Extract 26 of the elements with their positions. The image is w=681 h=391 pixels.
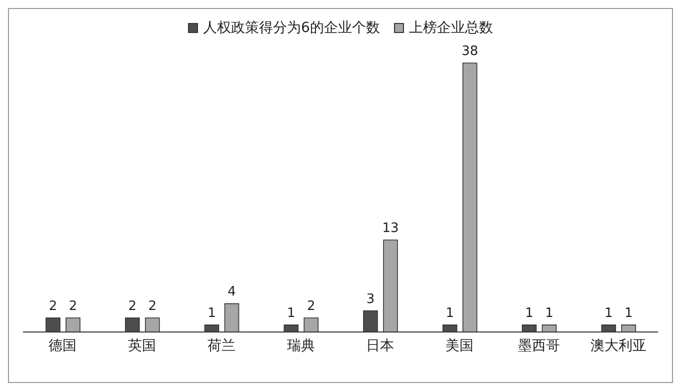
data-label: 3: [366, 292, 375, 307]
data-label: 1: [208, 306, 216, 321]
x-tick-label: 美国: [446, 338, 474, 354]
data-label: 2: [68, 298, 78, 314]
x-tick-label: 瑞典: [286, 338, 315, 354]
x-tick-label: 德国: [48, 338, 77, 354]
x-tick-label: 日本: [366, 338, 394, 354]
data-label: 1: [604, 306, 613, 321]
x-tick-label: 英国: [128, 338, 156, 354]
x-tick-label: 墨西哥: [518, 338, 560, 354]
data-label: 1: [525, 306, 534, 321]
x-tick-label: 荷兰: [207, 338, 236, 354]
legend-label: 上榜企业总数: [408, 19, 493, 37]
x-tick-label: 澳大利亚: [590, 338, 646, 354]
data-label: 4: [228, 284, 236, 300]
data-label: 1: [446, 306, 454, 321]
legend-label: 人权政策得分为6的企业个数: [203, 19, 380, 37]
data-label: 1: [286, 306, 296, 321]
data-label: 13: [382, 220, 399, 236]
data-label: 1: [545, 306, 554, 321]
data-label: 2: [148, 298, 157, 314]
data-label: 1: [624, 306, 633, 321]
data-label: 2: [306, 298, 316, 314]
data-label: 38: [462, 44, 478, 59]
data-label: 2: [48, 298, 58, 314]
data-label: 2: [128, 298, 137, 314]
